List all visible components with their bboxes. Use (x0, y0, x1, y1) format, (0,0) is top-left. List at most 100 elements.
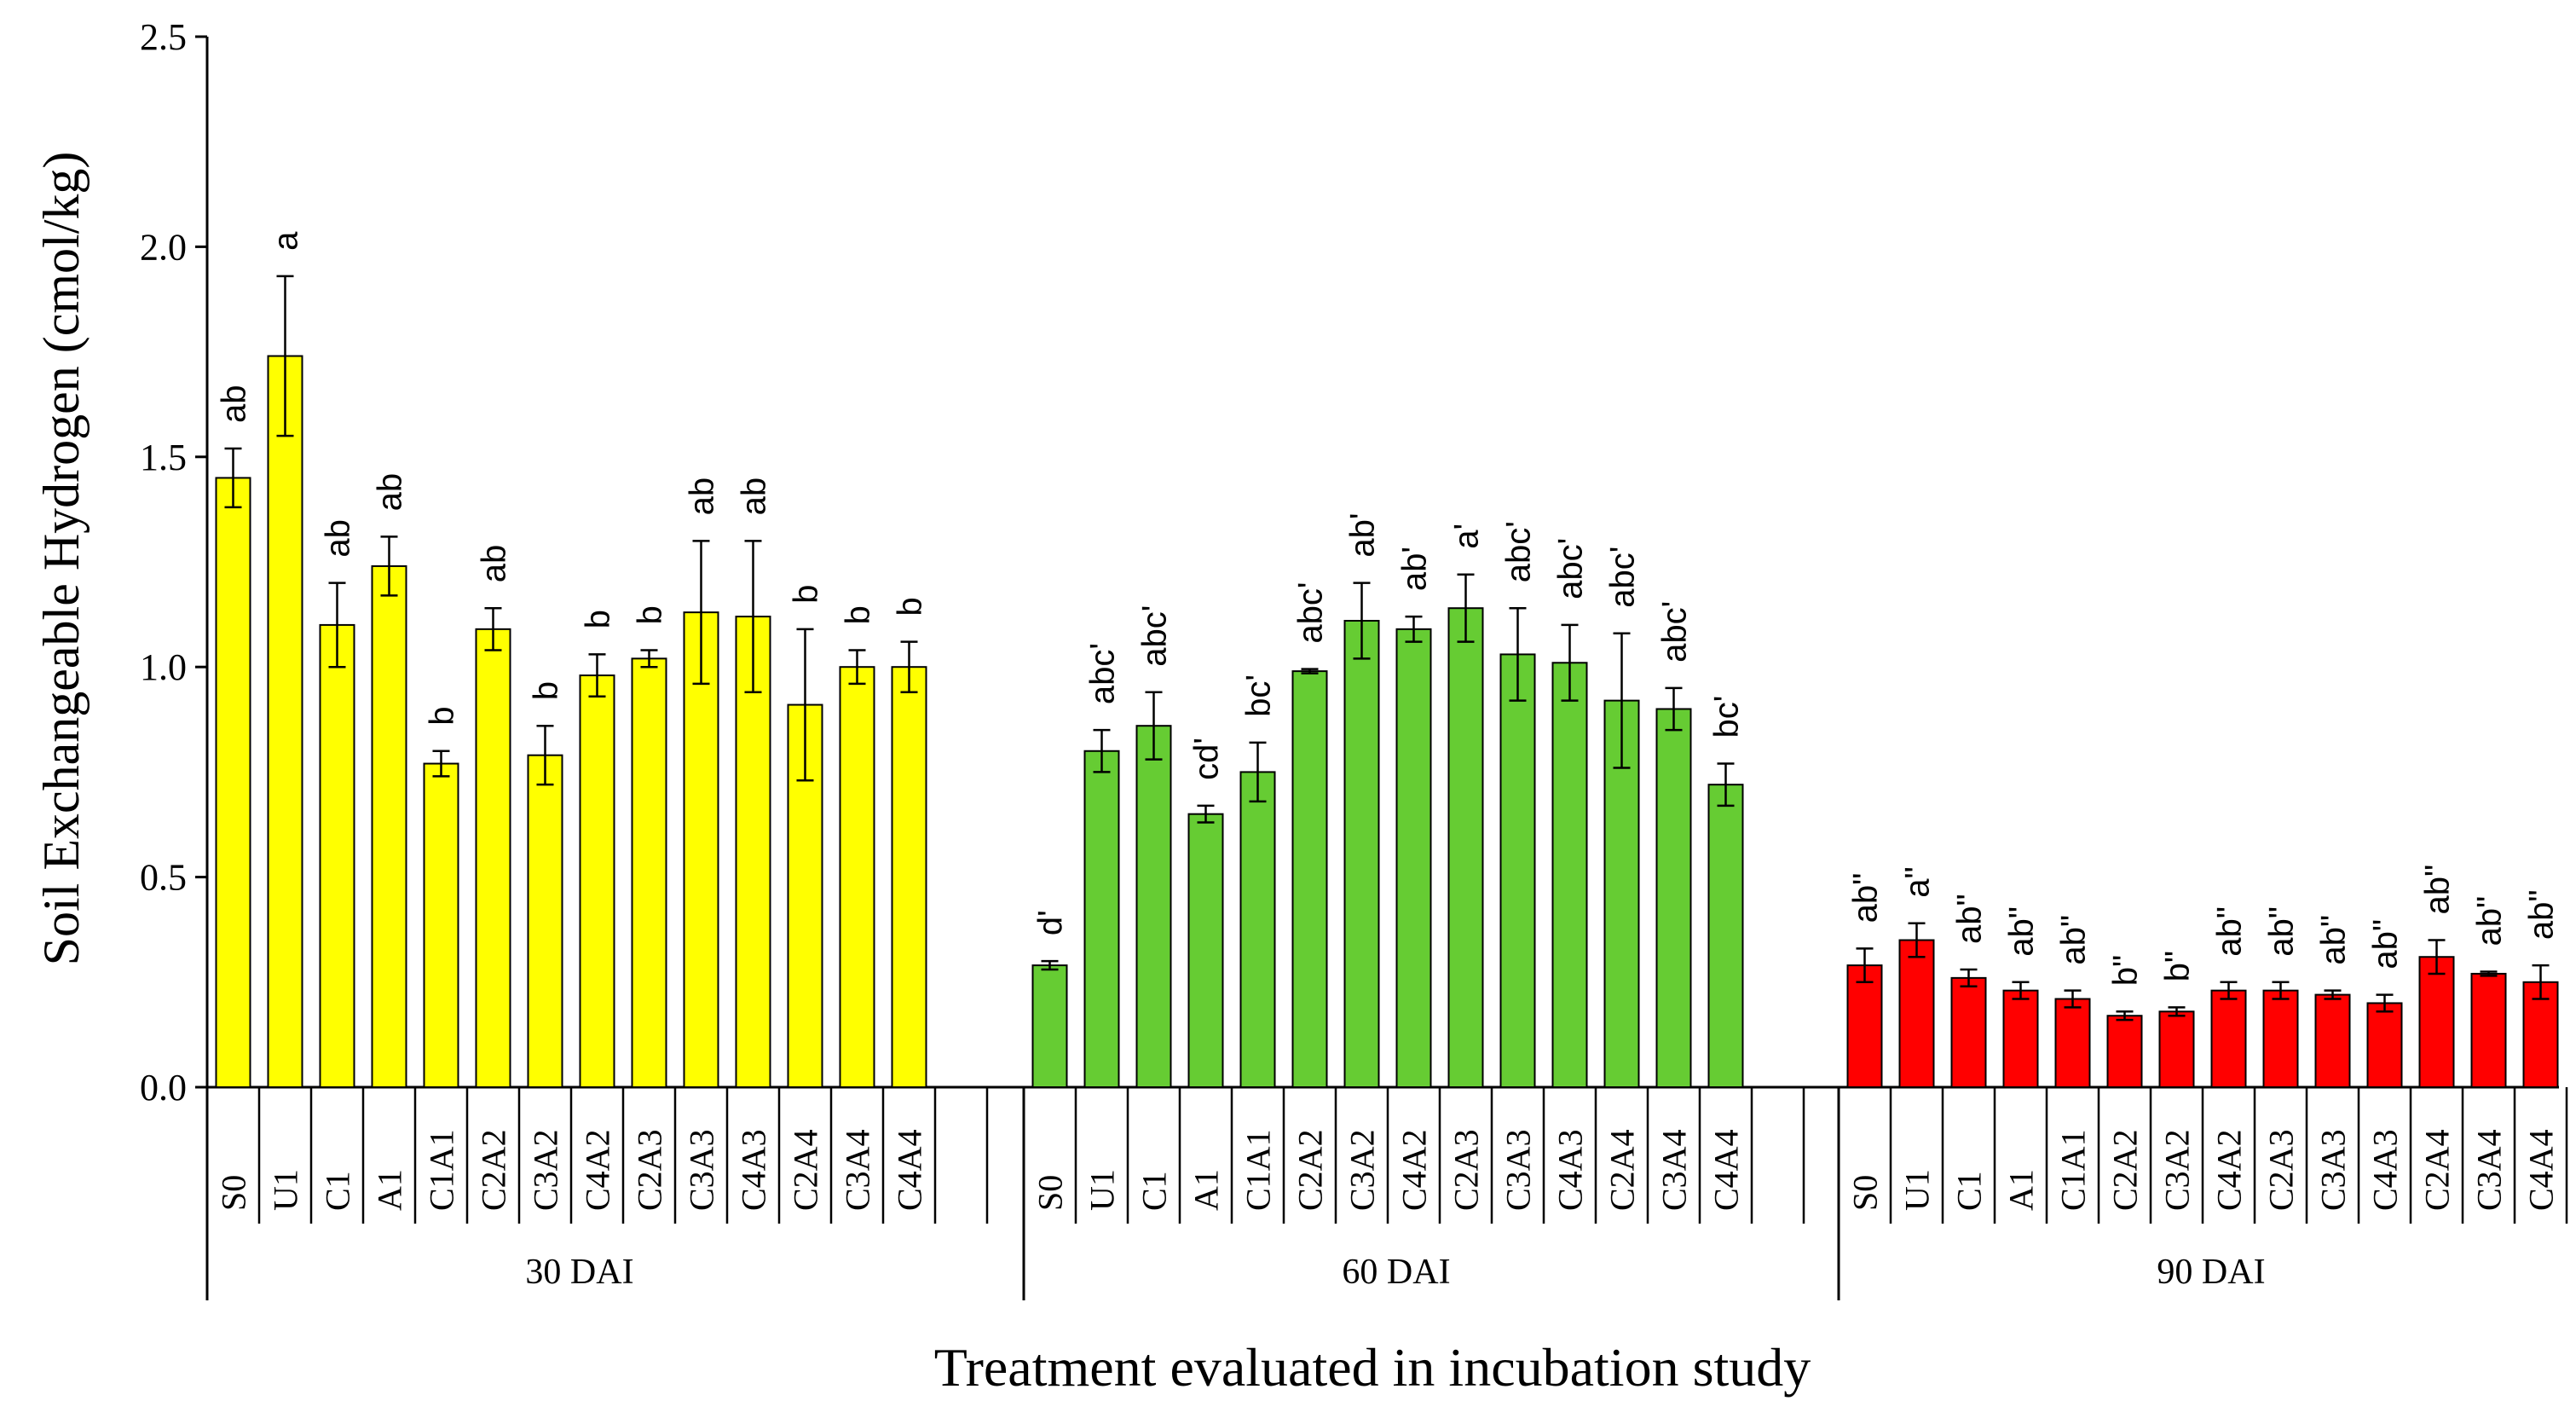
bar (1950, 976, 1987, 1088)
bar (2210, 989, 2247, 1089)
category-label: C2A3 (1447, 1129, 1486, 1211)
category-label: C3A3 (2314, 1129, 2353, 1211)
category-label: C2A3 (2262, 1129, 2301, 1211)
significance-letter: b" (2107, 955, 2145, 986)
category-label: C3A2 (527, 1129, 565, 1211)
significance-letter: ab (736, 478, 773, 516)
bar (2366, 1002, 2403, 1088)
bar (1898, 939, 1935, 1089)
category-label: C1A1 (2054, 1129, 2093, 1211)
significance-letter: ab" (1951, 894, 1989, 944)
y-axis-title: Soil Exchangeable Hydrogen (cmol/kg) (33, 152, 90, 966)
y-tick-label: 0.5 (140, 857, 187, 899)
significance-letter: ab (372, 473, 409, 512)
y-tick-label: 2.0 (140, 226, 187, 268)
category-label: C3A2 (2158, 1129, 2197, 1211)
significance-letter: ab (320, 519, 357, 558)
significance-letter: ab' (1396, 547, 1434, 591)
bar (1343, 619, 1380, 1088)
significance-letter: b (424, 707, 461, 726)
significance-letter: abc' (1656, 601, 1694, 663)
group-label: 90 DAI (2157, 1253, 2265, 1292)
bar (1551, 662, 1588, 1088)
category-label: C3A3 (683, 1129, 721, 1211)
category-label: A1 (2002, 1169, 2041, 1211)
bar (891, 666, 927, 1088)
significance-letter: ab" (2055, 915, 2093, 965)
bar (2470, 972, 2507, 1088)
significance-letter: a (268, 231, 305, 251)
category-label: C4A2 (579, 1129, 617, 1211)
bar (527, 754, 563, 1088)
significance-letter: bc' (1708, 696, 1746, 738)
bar (1291, 670, 1328, 1088)
bar (735, 616, 771, 1088)
bar (579, 674, 615, 1089)
significance-letter: abc' (1084, 643, 1122, 704)
significance-letter: d' (1032, 910, 1070, 935)
bar (683, 611, 719, 1088)
bar (1031, 964, 1068, 1089)
bar (1707, 784, 1744, 1089)
significance-letter: b (528, 681, 565, 700)
bar (1447, 607, 1484, 1088)
bar (1395, 628, 1432, 1088)
significance-letter: ab (216, 385, 253, 423)
significance-letter: ab (684, 478, 721, 516)
significance-letter: ab" (2367, 919, 2405, 970)
category-label: U1 (267, 1169, 305, 1211)
category-label: C2A3 (631, 1129, 669, 1211)
category-label: C2A2 (475, 1129, 513, 1211)
bar (1655, 708, 1692, 1088)
significance-letter: bc' (1240, 674, 1278, 717)
category-label: U1 (1898, 1169, 1937, 1211)
significance-letter: ab" (1847, 873, 1885, 923)
category-label: S0 (215, 1175, 253, 1211)
group-label: 30 DAI (525, 1253, 633, 1292)
bar (1187, 813, 1224, 1088)
category-label: C4A2 (2210, 1129, 2249, 1211)
category-label: A1 (1187, 1169, 1226, 1211)
category-label: C4A4 (2522, 1129, 2561, 1211)
bar (2418, 956, 2455, 1089)
bar (267, 355, 303, 1088)
x-axis-title: Treatment evaluated in incubation study (934, 1337, 1811, 1398)
bar (215, 477, 251, 1088)
y-tick-label: 0.0 (140, 1067, 187, 1109)
category-label: S0 (1846, 1175, 1885, 1211)
bar (2002, 989, 2039, 1089)
significance-letter: ab" (2315, 915, 2353, 965)
category-label: C2A4 (787, 1129, 825, 1211)
category-label: C3A4 (2470, 1129, 2509, 1211)
plot-area: 0.0 0.5 1.0 1.5 2.0 2.5 30 DAI ab S0 a U1 ab C1 ab A1 b… (140, 16, 2568, 1300)
bar (2106, 1015, 2143, 1088)
category-label: C3A3 (1499, 1129, 1538, 1211)
significance-letter: b (632, 605, 669, 624)
significance-letter: ab" (2211, 906, 2249, 957)
bar (839, 666, 875, 1088)
significance-letter: ab (476, 545, 513, 583)
significance-letter: abc' (1552, 538, 1590, 599)
category-label: C2A2 (1291, 1129, 1330, 1211)
bar (1135, 725, 1172, 1089)
significance-letter: b (788, 585, 825, 604)
significance-letter: ab" (2263, 906, 2301, 957)
category-label: S0 (1031, 1175, 1070, 1211)
bar (319, 623, 355, 1088)
bar (631, 657, 667, 1088)
category-label: C4A4 (1707, 1129, 1746, 1211)
significance-letter: ab" (2471, 896, 2509, 946)
category-label: C1 (319, 1171, 357, 1211)
category-label: C4A3 (2366, 1129, 2405, 1211)
bar (1239, 771, 1276, 1089)
bar (2314, 993, 2351, 1088)
category-label: C4A2 (1395, 1129, 1434, 1211)
category-label: C1A1 (1239, 1129, 1278, 1211)
category-label: C1 (1135, 1171, 1174, 1211)
y-tick-label: 2.5 (140, 16, 187, 58)
bar (1846, 964, 1883, 1089)
category-label: U1 (1083, 1169, 1122, 1211)
significance-letter: ab" (2419, 865, 2457, 915)
group-label: 60 DAI (1342, 1253, 1450, 1292)
category-label: C3A4 (1655, 1129, 1694, 1211)
